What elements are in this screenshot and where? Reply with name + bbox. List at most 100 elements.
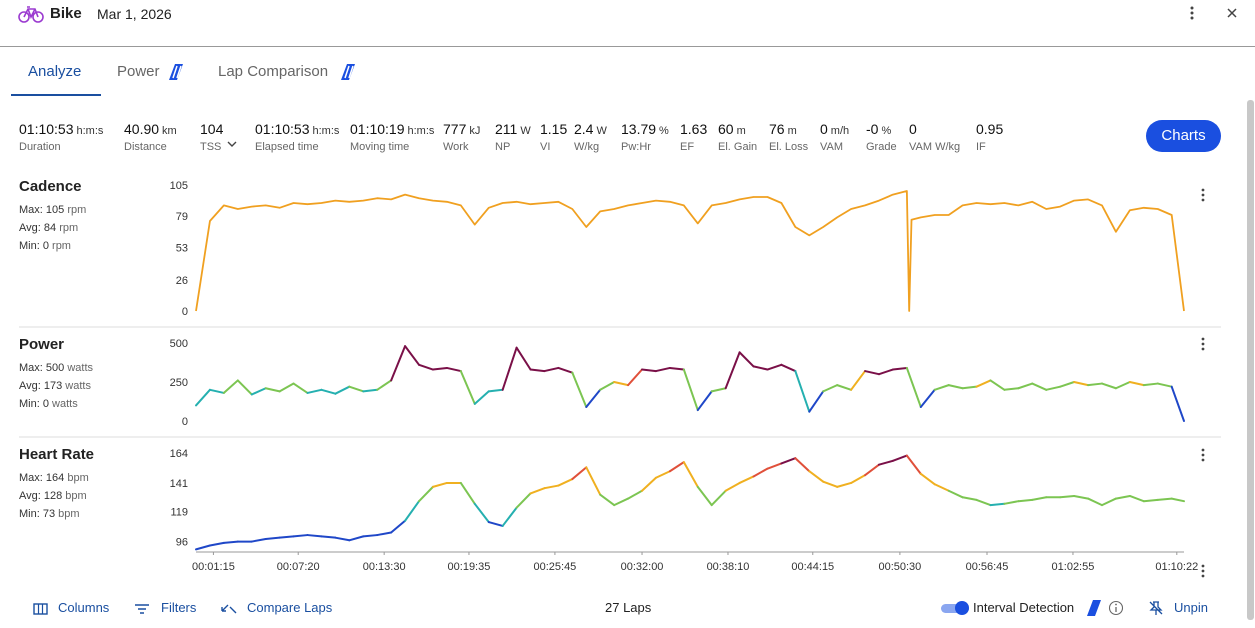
line-segment bbox=[1128, 381, 1145, 387]
stat-value: 76 bbox=[769, 121, 785, 137]
summary-label: Avg: bbox=[19, 490, 41, 502]
filters-button[interactable]: Filters bbox=[161, 600, 197, 615]
line-segment bbox=[947, 384, 964, 390]
chart-menu[interactable] bbox=[1201, 188, 1205, 202]
y-tick-label: 79 bbox=[176, 211, 188, 223]
line-segment bbox=[682, 368, 699, 412]
line-segment bbox=[850, 370, 867, 391]
interval-icons bbox=[1087, 600, 1124, 616]
summary-unit: rpm bbox=[67, 204, 86, 216]
tss-dropdown[interactable] bbox=[226, 139, 238, 149]
stat: 1.15 VI bbox=[540, 121, 567, 153]
stat-label: Moving time bbox=[350, 141, 410, 153]
y-tick-label: 96 bbox=[176, 537, 188, 549]
line-segment bbox=[404, 500, 421, 522]
summary: Min: 73 bpm bbox=[19, 508, 80, 520]
line-segment bbox=[362, 388, 379, 393]
tab-label: Power bbox=[117, 63, 160, 80]
summary-value: 73 bbox=[43, 508, 55, 520]
line-segment bbox=[668, 461, 685, 473]
tab-lap-comparison[interactable]: Lap Comparison bbox=[218, 63, 329, 80]
line-segment bbox=[515, 492, 532, 509]
summary: Max: 105 rpm bbox=[19, 204, 86, 216]
interval-toggle[interactable] bbox=[940, 600, 972, 616]
line-segment bbox=[390, 519, 407, 534]
summary-label: Avg: bbox=[19, 380, 41, 392]
stat-value: 13.79 bbox=[621, 121, 657, 137]
line-segment bbox=[822, 384, 839, 393]
stat-unit: kJ bbox=[469, 125, 481, 137]
line-series bbox=[195, 190, 1185, 312]
line-segment bbox=[529, 368, 546, 373]
header-actions[interactable] bbox=[1185, 5, 1245, 23]
chart-title: Power bbox=[19, 336, 64, 353]
line-segment bbox=[320, 535, 337, 539]
line-segment bbox=[445, 366, 462, 373]
line-segment bbox=[1128, 494, 1145, 503]
line-segment bbox=[557, 366, 574, 374]
filters-icon bbox=[135, 604, 149, 614]
summary-unit: rpm bbox=[59, 222, 78, 234]
line-segment bbox=[850, 474, 867, 484]
line-segment bbox=[822, 480, 839, 488]
line-segment bbox=[877, 368, 894, 376]
stat: 211 W NP bbox=[495, 121, 531, 153]
line-segment bbox=[1045, 385, 1062, 391]
stat-unit: h:m:s bbox=[312, 125, 340, 137]
line-segment bbox=[501, 506, 518, 527]
charts-button[interactable]: Charts bbox=[1146, 120, 1221, 152]
menu-dot bbox=[1201, 564, 1205, 568]
summary-unit: bpm bbox=[67, 472, 88, 484]
line-segment bbox=[905, 454, 922, 475]
line-segment bbox=[1017, 382, 1034, 390]
chart-menu[interactable] bbox=[1201, 337, 1205, 351]
line-segment bbox=[1156, 497, 1173, 501]
stat-value: 777 bbox=[443, 121, 467, 137]
stat-label: IF bbox=[976, 141, 986, 153]
chart-menu[interactable] bbox=[1201, 564, 1205, 578]
stat-value: 2.4 bbox=[574, 121, 594, 137]
x-tick-label: 00:07:20 bbox=[277, 561, 320, 573]
line-segment bbox=[905, 366, 922, 408]
line-segment bbox=[529, 487, 546, 495]
line-segment bbox=[1073, 494, 1090, 500]
line-segment bbox=[390, 345, 407, 382]
stat-value: 01:10:53 bbox=[19, 121, 74, 137]
line-segment bbox=[975, 498, 992, 507]
stat-label: VAM bbox=[820, 141, 844, 153]
stat: 0 VAM W/kg bbox=[909, 121, 960, 153]
tab-analyze[interactable]: Analyze bbox=[28, 63, 82, 80]
menu-dot bbox=[1201, 453, 1205, 457]
line-segment bbox=[766, 363, 783, 371]
line-segment bbox=[1170, 497, 1185, 503]
x-tick-label: 00:25:45 bbox=[533, 561, 576, 573]
menu-dot bbox=[1201, 188, 1205, 192]
line-segment bbox=[195, 544, 211, 551]
line-segment bbox=[459, 370, 476, 405]
stat-label: W/kg bbox=[574, 141, 600, 153]
line-segment bbox=[864, 463, 880, 477]
line-segment bbox=[627, 368, 644, 387]
stat-unit: m/h bbox=[830, 125, 850, 137]
line-segment bbox=[473, 502, 490, 524]
columns-button[interactable]: Columns bbox=[58, 600, 110, 615]
line-segment bbox=[627, 489, 644, 500]
x-tick-label: 00:50:30 bbox=[878, 561, 921, 573]
x-tick-label: 00:01:15 bbox=[192, 561, 235, 573]
y-tick-label: 0 bbox=[182, 416, 188, 428]
tab-power[interactable]: Power bbox=[117, 63, 160, 80]
line-segment bbox=[864, 370, 880, 376]
line-segment bbox=[1087, 382, 1103, 387]
line-segment bbox=[543, 484, 560, 490]
unpin-button[interactable]: Unpin bbox=[1174, 600, 1208, 615]
stat: 60 m El. Gain bbox=[718, 121, 757, 153]
chart-menu[interactable] bbox=[1201, 448, 1205, 462]
y-tick-label: 0 bbox=[182, 306, 188, 318]
compare-laps-button[interactable]: Compare Laps bbox=[247, 600, 333, 615]
line-segment bbox=[515, 346, 532, 371]
y-tick-label: 53 bbox=[176, 242, 188, 254]
stat-value: -0 bbox=[866, 121, 879, 137]
stat-unit: % bbox=[659, 125, 669, 137]
line-segment bbox=[766, 462, 783, 470]
